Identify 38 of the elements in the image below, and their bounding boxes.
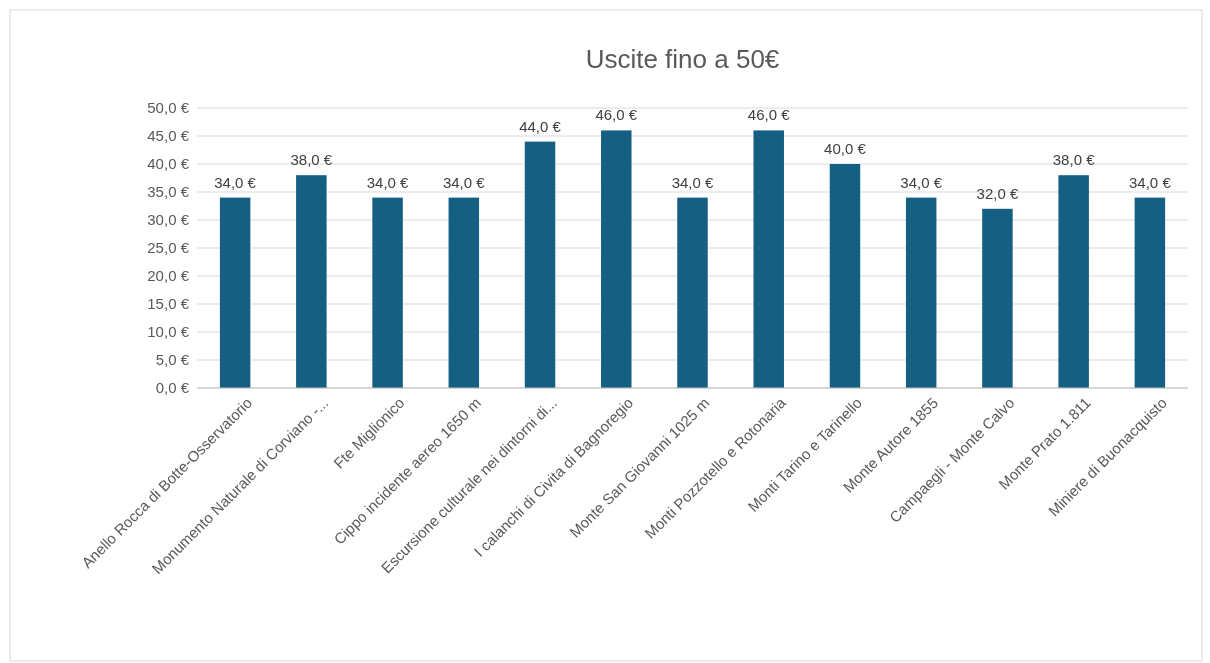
data-label: 46,0 €	[747, 106, 791, 124]
bar	[524, 141, 556, 388]
data-label: 34,0 €	[214, 173, 257, 191]
bar	[448, 197, 480, 388]
data-label: 38,0 €	[290, 151, 333, 169]
y-tick-label: 10,0 €	[147, 323, 190, 341]
y-tick-label: 25,0 €	[147, 239, 190, 257]
y-tick-label: 0,0 €	[155, 379, 190, 397]
bar	[905, 197, 937, 388]
data-label: 34,0 €	[442, 173, 486, 191]
y-tick-label: 50,0 €	[147, 99, 190, 117]
y-tick-label: 40,0 €	[147, 155, 190, 173]
bar	[1134, 197, 1166, 388]
bar	[219, 197, 251, 388]
data-label: 34,0 €	[671, 173, 714, 191]
chart-title: Uscite fino a 50€	[585, 44, 780, 74]
bar	[829, 164, 861, 388]
data-label: 38,0 €	[1052, 151, 1096, 169]
bar	[982, 208, 1013, 388]
bar	[1058, 175, 1089, 388]
bar	[753, 130, 784, 388]
y-tick-label: 45,0 €	[147, 127, 190, 145]
data-label: 44,0 €	[519, 117, 562, 135]
y-tick-label: 20,0 €	[147, 267, 190, 285]
y-tick-label: 35,0 €	[147, 183, 190, 201]
bar	[296, 175, 327, 388]
y-tick-label: 5,0 €	[155, 351, 190, 369]
data-label: 40,0 €	[824, 140, 867, 157]
bar	[677, 197, 708, 388]
data-label: 46,0 €	[595, 106, 638, 124]
data-label: 34,0 €	[900, 173, 943, 191]
bar	[372, 197, 403, 388]
data-label: 34,0 €	[366, 173, 410, 191]
data-label: 32,0 €	[976, 184, 1019, 202]
bar	[601, 130, 632, 388]
data-label: 34,0 €	[1129, 173, 1172, 191]
y-tick-label: 30,0 €	[147, 211, 190, 229]
y-tick-label: 15,0 €	[147, 295, 190, 313]
